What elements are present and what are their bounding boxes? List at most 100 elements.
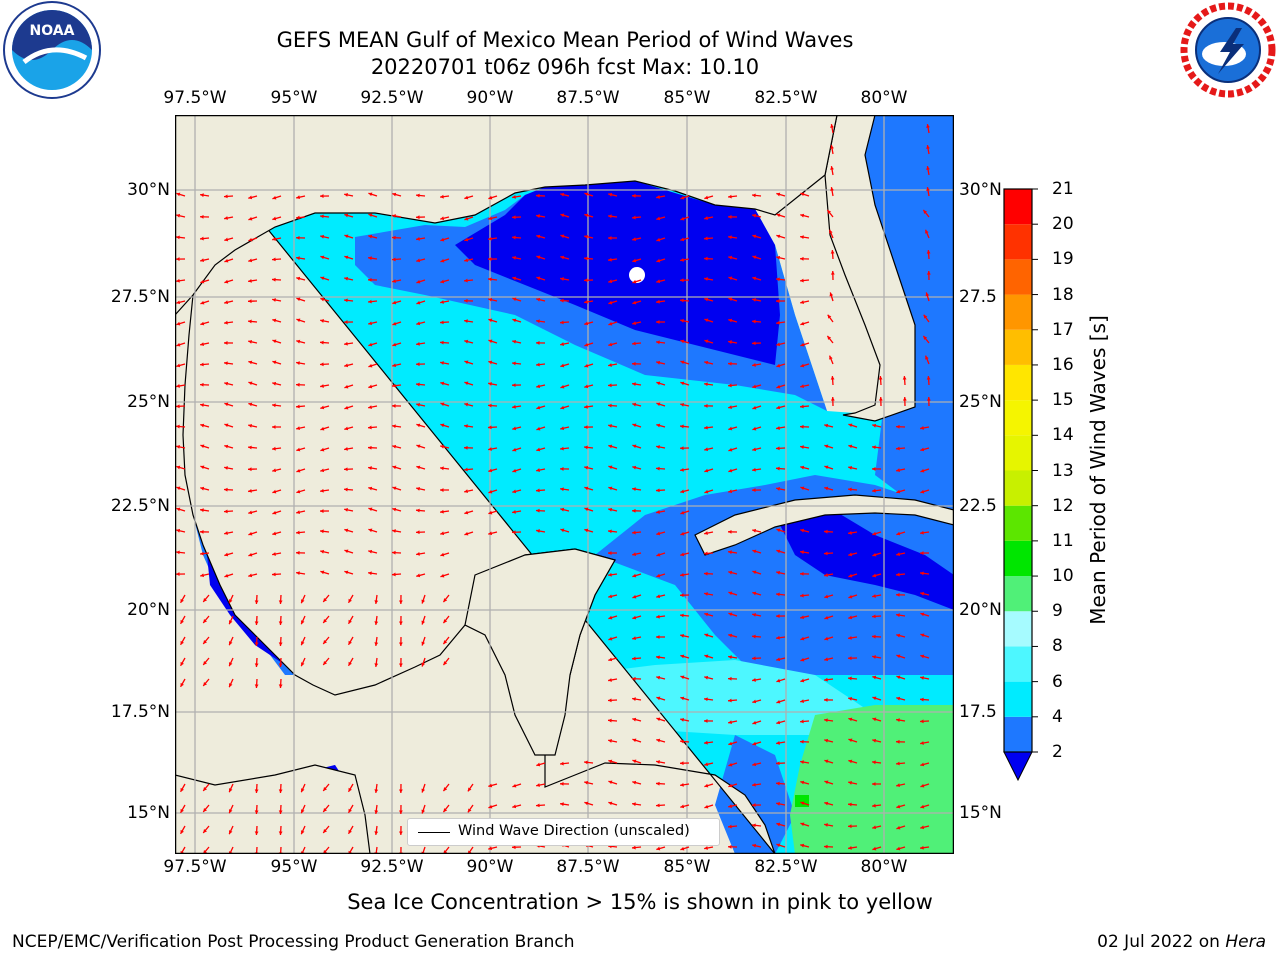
wind-arrow-head [752, 678, 756, 682]
wind-arrow-head [923, 314, 928, 319]
wind-arrow-head [416, 279, 421, 284]
wind-arrow-head [776, 592, 780, 597]
wind-arrow-head [680, 552, 685, 557]
wind-arrow-head [776, 802, 780, 806]
wind-arrow-head [920, 697, 924, 702]
wind-arrow-head [512, 426, 517, 431]
wind-arrow-head [374, 831, 379, 835]
wind-arrow-head [680, 782, 684, 787]
wind-arrow-head [680, 510, 685, 515]
wind-arrow-head [200, 342, 205, 346]
wind-arrow-head [560, 298, 564, 303]
wind-arrow-head [224, 402, 229, 407]
wind-arrow-head [512, 845, 516, 850]
wind-arrow-head [752, 720, 757, 725]
wind-arrow-head [464, 319, 468, 324]
wind-arrow-head [512, 468, 517, 473]
wind-arrow-head [584, 465, 589, 470]
wind-arrow-head [180, 808, 184, 813]
wind-arrow-head [248, 552, 253, 557]
wind-arrow-head [560, 255, 565, 260]
wind-arrow-head [512, 804, 517, 809]
wind-arrow-head [632, 676, 636, 681]
wind-arrow-head [512, 195, 516, 199]
wind-arrow-head [776, 657, 781, 662]
wind-arrow-head [776, 528, 781, 533]
wind-arrow-head [300, 809, 305, 814]
wind-arrow-head [608, 507, 613, 512]
wind-arrow-head [752, 467, 756, 472]
wind-arrow-head [180, 787, 184, 792]
wind-arrow-head [344, 447, 348, 451]
wind-arrow-head [704, 571, 708, 576]
wind-arrow-head [608, 279, 613, 284]
lat-label-left: 15°N [127, 803, 170, 823]
lon-label-bottom: 82.5°W [754, 857, 818, 877]
wind-arrow-head [824, 551, 828, 556]
wind-arrow-head [296, 361, 300, 366]
wind-arrow-head [512, 215, 516, 220]
wind-arrow-head [416, 530, 420, 535]
wind-arrow-head [776, 192, 781, 197]
wind-arrow-head [608, 801, 613, 806]
wind-arrow-head [536, 255, 541, 260]
wind-arrow-head [248, 360, 253, 365]
wind-arrow-head [278, 663, 283, 667]
lon-label-top: 97.5°W [163, 88, 227, 108]
wind-arrow-head [680, 237, 685, 242]
wind-arrow-head [368, 425, 372, 430]
wind-arrow-head [728, 276, 733, 281]
wind-arrow-head [848, 444, 853, 449]
wind-arrow-head [368, 405, 372, 409]
wind-arrow-head [608, 257, 612, 262]
wind-arrow-head [416, 258, 421, 263]
wind-arrow-head [848, 423, 853, 428]
wind-arrow-head [560, 446, 564, 451]
wind-arrow-head [488, 297, 493, 302]
wind-arrow-head [348, 661, 352, 666]
wind-arrow-head [180, 598, 184, 603]
wind-arrow-head [656, 781, 660, 786]
wind-arrow-head [440, 320, 444, 325]
wind-arrow-head [176, 342, 181, 347]
map-legend: Wind Wave Direction (unscaled) [407, 818, 720, 846]
wind-arrow-head [896, 825, 901, 830]
wind-arrow-head [776, 405, 781, 410]
wind-arrow-head [830, 145, 834, 149]
wind-arrow-head [608, 236, 612, 240]
wind-arrow-head [776, 699, 781, 704]
wind-arrow-head [632, 300, 637, 305]
wind-arrow-head [926, 124, 930, 128]
wind-arrow-head [584, 213, 589, 218]
wind-arrow-head [872, 552, 877, 557]
wind-arrow-head [248, 278, 252, 283]
wind-arrow-head [608, 572, 612, 577]
wind-arrow-head [323, 786, 327, 791]
lon-label-top: 95°W [270, 88, 318, 108]
wind-arrow-head [248, 445, 252, 450]
colorbar-tick-label: 11 [1052, 530, 1074, 551]
wind-arrow-head [440, 216, 445, 221]
wind-arrow-head [320, 255, 325, 260]
wind-arrow-head [512, 318, 517, 323]
wind-arrow-head [632, 697, 636, 701]
wind-arrow-head [608, 192, 613, 197]
wind-arrow-head [272, 403, 276, 408]
wind-arrow-head [224, 320, 228, 325]
wind-arrow-head [416, 508, 420, 513]
wind-arrow-head [680, 402, 685, 407]
wind-arrow-head [416, 193, 420, 198]
wind-arrow-head [200, 300, 205, 305]
wind-arrow-head [656, 258, 661, 263]
colorbar-tick-label: 19 [1052, 249, 1074, 270]
wind-arrow-head [926, 250, 931, 254]
wind-arrow-head [656, 531, 661, 536]
wind-arrow-head [344, 405, 349, 410]
wind-arrow-head [228, 662, 233, 667]
credit-organization: NCEP/EMC/Verification Post Processing Pr… [12, 932, 575, 952]
wind-arrow-head [272, 237, 276, 241]
wind-arrow-head [392, 279, 396, 283]
wind-arrow-head [896, 718, 900, 723]
wind-arrow-head [348, 619, 352, 624]
lon-label-top: 92.5°W [360, 88, 424, 108]
